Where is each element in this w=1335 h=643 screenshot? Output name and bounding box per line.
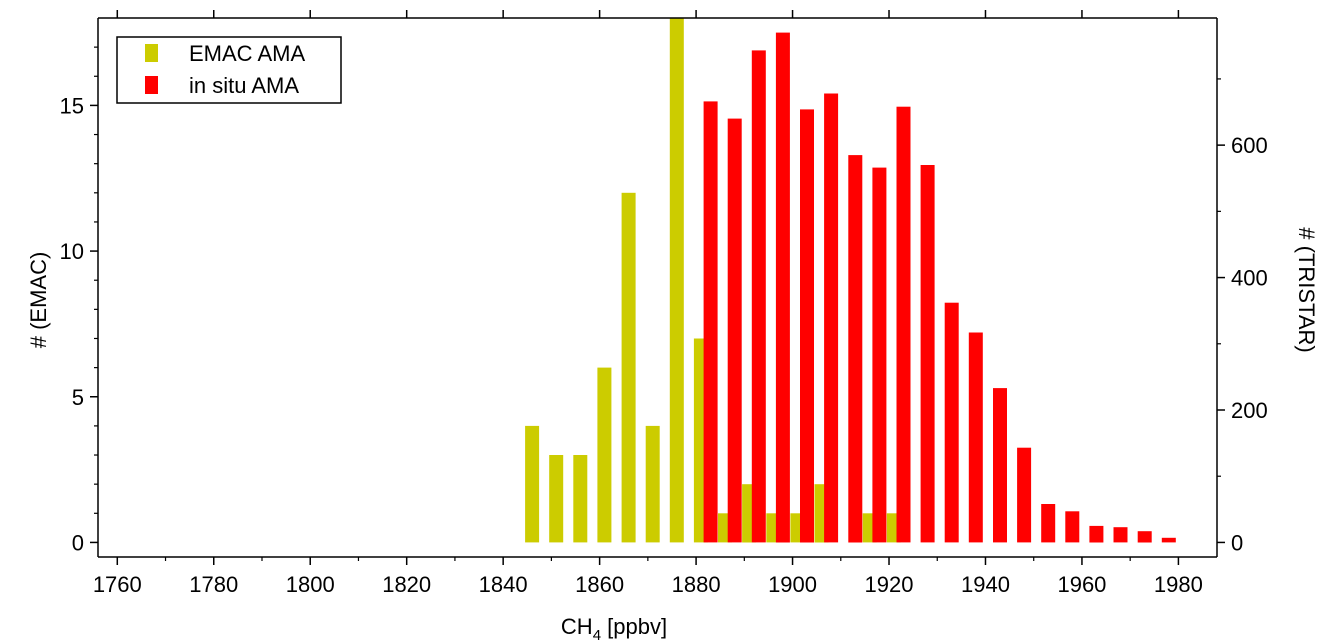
y-axis-right-title: # (TRISTAR) xyxy=(1294,227,1319,352)
x-tick-label-1980: 1980 xyxy=(1154,572,1203,597)
insitu-bar-1948 xyxy=(1017,447,1032,543)
x-axis-title-subscript: 4 xyxy=(593,627,601,643)
y-right-tick-label-400: 400 xyxy=(1231,266,1268,291)
x-tick-label-1880: 1880 xyxy=(672,572,721,597)
emac-bar-1846 xyxy=(525,425,540,543)
emac-bar-1876 xyxy=(669,18,684,543)
insitu-bar-1928 xyxy=(920,165,935,543)
insitu-bar-1893 xyxy=(751,50,766,543)
legend-label-insitu: in situ AMA xyxy=(189,73,299,98)
insitu-bar-1908 xyxy=(824,93,839,543)
insitu-bar-1953 xyxy=(1041,504,1056,543)
x-tick-label-1960: 1960 xyxy=(1057,572,1106,597)
y-right-tick-label-600: 600 xyxy=(1231,133,1268,158)
insitu-bar-1913 xyxy=(848,155,863,543)
insitu-bar-1923 xyxy=(896,106,911,543)
y-left-tick-label-15: 15 xyxy=(60,93,84,118)
emac-bar-1866 xyxy=(621,192,636,543)
legend-swatch-insitu xyxy=(145,76,158,94)
tick-marks xyxy=(90,10,1225,565)
x-axis-title-unit: [ppbv] xyxy=(601,614,667,639)
y-left-tick-label-5: 5 xyxy=(72,385,84,410)
insitu-bar-1883 xyxy=(703,101,718,543)
x-tick-label-1860: 1860 xyxy=(575,572,624,597)
legend: EMAC AMA in situ AMA xyxy=(116,36,342,104)
insitu-bar-1933 xyxy=(944,302,959,543)
emac-bar-1856 xyxy=(573,455,588,543)
insitu-bar-1918 xyxy=(872,167,887,543)
insitu-bar-1943 xyxy=(993,388,1007,543)
insitu-bar-1888 xyxy=(727,118,742,543)
x-tick-label-1940: 1940 xyxy=(961,572,1010,597)
y-left-tick-label-10: 10 xyxy=(60,239,84,264)
legend-label-emac: EMAC AMA xyxy=(189,41,305,66)
y-right-tick-label-200: 200 xyxy=(1231,398,1268,423)
x-tick-label-1920: 1920 xyxy=(865,572,914,597)
y-axis-left-title: # (EMAC) xyxy=(26,252,51,349)
x-axis-title: CH4 [ppbv] xyxy=(561,614,667,643)
insitu-bar-1978 xyxy=(1161,537,1176,543)
emac-bar-1851 xyxy=(549,455,564,543)
insitu-bars xyxy=(703,32,1176,543)
x-tick-label-1780: 1780 xyxy=(189,572,238,597)
tick-labels: 1760 1780 1800 1820 1840 1860 1880 1900 1920 1940… xyxy=(60,93,1268,597)
insitu-bar-1903 xyxy=(800,109,814,543)
y-right-tick-label-0: 0 xyxy=(1231,530,1243,555)
x-tick-label-1840: 1840 xyxy=(479,572,528,597)
y-left-tick-label-0: 0 xyxy=(72,530,84,555)
emac-bar-1871 xyxy=(645,425,660,543)
insitu-bar-1898 xyxy=(775,32,790,543)
axes xyxy=(97,17,1218,558)
insitu-bar-1938 xyxy=(968,332,983,543)
insitu-bar-1973 xyxy=(1137,531,1152,543)
x-tick-label-1820: 1820 xyxy=(382,572,431,597)
emac-bar-1861 xyxy=(597,367,612,543)
insitu-bar-1958 xyxy=(1065,511,1080,543)
x-tick-label-1760: 1760 xyxy=(93,572,142,597)
insitu-bar-1968 xyxy=(1113,527,1128,543)
legend-swatch-emac xyxy=(145,44,158,62)
insitu-bar-1963 xyxy=(1089,525,1104,543)
x-tick-label-1800: 1800 xyxy=(286,572,335,597)
x-tick-label-1900: 1900 xyxy=(768,572,817,597)
x-axis-title-main: CH xyxy=(561,614,593,639)
